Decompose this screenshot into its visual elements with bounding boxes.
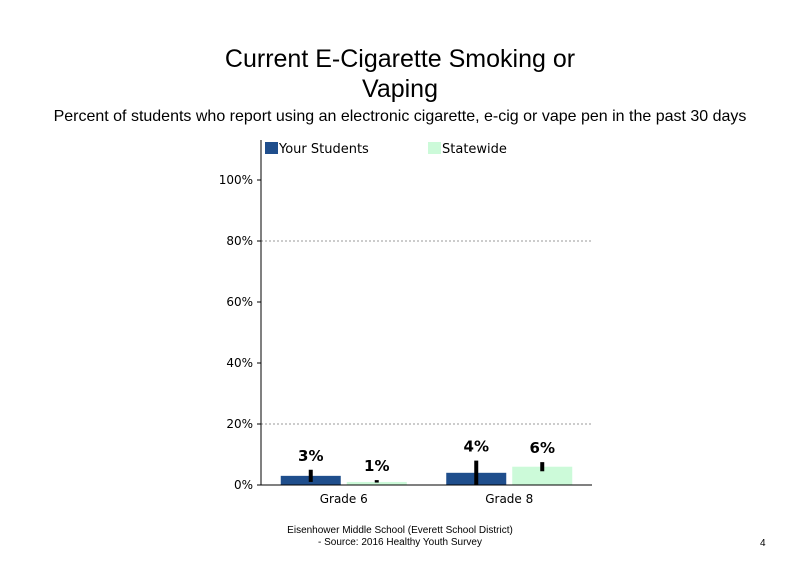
footer-source: - Source: 2016 Healthy Youth Survey (318, 537, 482, 548)
chart-title-line2: Vaping (362, 75, 438, 103)
x-tick-label: Grade 6 (320, 492, 368, 506)
footer: Eisenhower Middle School (Everett School… (270, 525, 530, 549)
legend-swatch (428, 142, 441, 154)
chart-legend: Your Students Statewide (265, 142, 507, 157)
data-label: 1% (364, 457, 389, 475)
y-tick-label: 0% (234, 478, 253, 492)
chart-title: Current E-Cigarette Smoking or Vaping (0, 44, 800, 104)
data-label: 6% (530, 439, 555, 457)
data-label: 4% (464, 438, 489, 456)
data-label: 3% (298, 447, 323, 465)
x-tick-label: Grade 8 (485, 492, 533, 506)
y-tick-label: 40% (226, 356, 253, 370)
legend-label: Your Students (278, 142, 369, 157)
bar-chart: Your Students Statewide 0% 20% 40% 60% 80% 100… (219, 140, 592, 506)
footer-school: Eisenhower Middle School (Everett School… (287, 525, 513, 536)
chart-title-line1: Current E-Cigarette Smoking or (224, 45, 576, 73)
bar (512, 466, 573, 485)
bar (346, 481, 407, 485)
data-labels: 3% 1% 4% 6% (298, 438, 555, 476)
y-tick-label: 20% (226, 417, 253, 431)
gridlines (261, 240, 592, 425)
chart-subtitle: Percent of students who report using an … (53, 108, 747, 125)
y-tick-label: 100% (219, 173, 253, 187)
legend-label: Statewide (442, 142, 507, 157)
page-number: 4 (760, 538, 766, 549)
bars (280, 460, 573, 485)
legend-swatch (265, 142, 278, 154)
y-tick-label: 80% (226, 234, 253, 248)
axes: 0% 20% 40% 60% 80% 100% Grade 6 Grade 8 (219, 140, 592, 506)
y-tick-label: 60% (226, 295, 253, 309)
